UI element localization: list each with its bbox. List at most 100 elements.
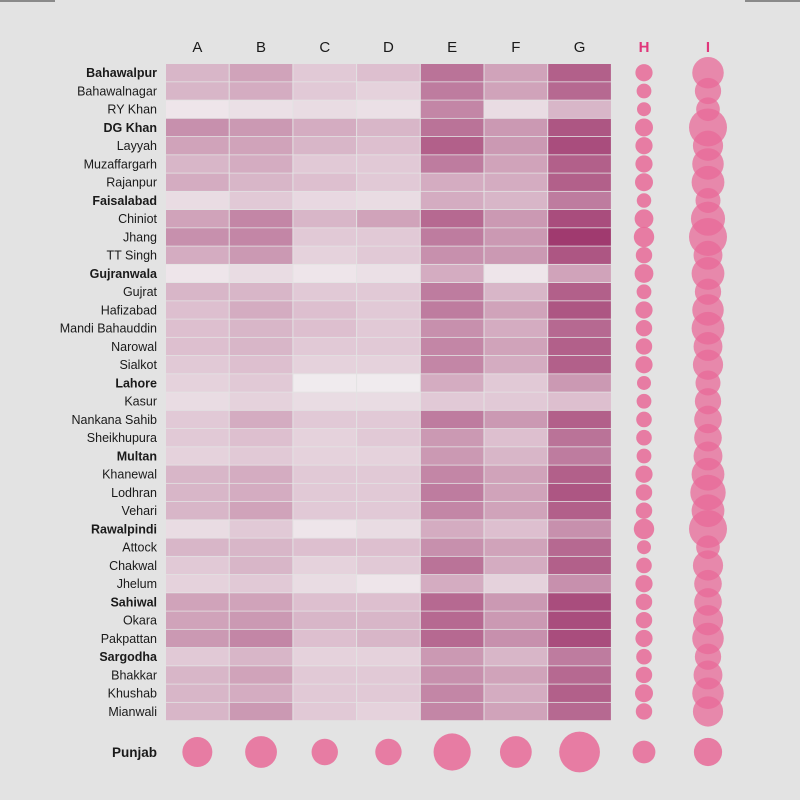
cell-chakwal-g — [548, 556, 611, 575]
summary-bubble-g — [559, 731, 600, 773]
cell-gujranwala-c — [293, 264, 357, 283]
cell-gujrat-g — [548, 283, 611, 301]
cell-sheikhupura-b — [229, 429, 293, 447]
cell-bahawalpur-e — [420, 64, 484, 82]
cell-bahawalpur-g — [548, 64, 611, 82]
cell-layyah-b — [229, 137, 293, 155]
cell-mianwali-f — [484, 702, 548, 721]
row-label-nankana-sahib: Nankana Sahib — [72, 413, 158, 427]
cell-jhelum-g — [548, 575, 611, 593]
bubble-h-rajanpur — [635, 173, 653, 192]
cell-gujrat-f — [484, 283, 548, 301]
bubble-i-mianwali — [692, 696, 724, 727]
cell-okara-b — [229, 611, 293, 629]
cell-bahawalnagar-c — [293, 82, 357, 100]
cell-multan-a — [166, 447, 229, 465]
cell-sheikhupura-e — [420, 429, 484, 447]
cell-pakpattan-d — [357, 629, 420, 648]
row-label-chakwal: Chakwal — [109, 559, 157, 573]
cell-dg-khan-c — [293, 118, 357, 137]
cell-pakpattan-e — [420, 629, 484, 648]
cell-rajanpur-f — [484, 173, 548, 191]
cell-khanewal-c — [293, 465, 357, 483]
column-header-b: B — [256, 39, 266, 56]
bubble-h-jhelum — [635, 575, 653, 593]
row-label-sahiwal: Sahiwal — [110, 595, 157, 609]
row-label-bhakkar: Bhakkar — [111, 668, 157, 682]
row-label-sargodha: Sargodha — [99, 650, 158, 664]
cell-sahiwal-f — [484, 593, 548, 611]
cell-sheikhupura-f — [484, 429, 548, 447]
cell-rajanpur-b — [229, 173, 293, 191]
cell-gujranwala-b — [229, 264, 293, 283]
cell-jhang-e — [420, 228, 484, 246]
bubble-i-rajanpur — [691, 165, 725, 199]
row-label-bahawalnagar: Bahawalnagar — [77, 84, 157, 98]
column-header-h: H — [639, 39, 650, 56]
bubble-h-gujrat — [636, 284, 652, 300]
cell-jhang-a — [166, 228, 229, 246]
cell-dg-khan-e — [420, 118, 484, 137]
cell-mianwali-b — [229, 702, 293, 721]
cell-multan-e — [420, 447, 484, 465]
cell-kasur-b — [229, 392, 293, 410]
cell-khanewal-b — [229, 465, 293, 483]
row-label-khanewal: Khanewal — [102, 468, 157, 482]
cell-chiniot-e — [420, 210, 484, 228]
cell-sialkot-g — [548, 356, 611, 374]
cell-okara-d — [357, 611, 420, 629]
bubble-h-tt-singh — [635, 247, 653, 264]
cell-lahore-a — [166, 374, 229, 392]
cell-sialkot-d — [357, 356, 420, 374]
cell-attock-a — [166, 538, 229, 556]
bubble-h-ry-khan — [637, 102, 651, 117]
cell-lahore-g — [548, 374, 611, 392]
summary-bubble-f — [499, 736, 532, 768]
cell-hafizabad-d — [357, 301, 420, 319]
cell-vehari-e — [420, 502, 484, 520]
cell-rawalpindi-f — [484, 520, 548, 538]
cell-hafizabad-a — [166, 301, 229, 319]
cell-rawalpindi-g — [548, 520, 611, 538]
cell-bahawalnagar-f — [484, 82, 548, 100]
bubble-h-bhakkar — [635, 666, 653, 684]
bubble-h-gujranwala — [634, 264, 654, 283]
row-label-multan: Multan — [117, 449, 157, 463]
cell-khushab-g — [548, 684, 611, 702]
cell-vehari-f — [484, 502, 548, 520]
cell-dg-khan-g — [548, 118, 611, 137]
cell-lodhran-e — [420, 483, 484, 502]
cell-sargodha-a — [166, 648, 229, 666]
column-header-f: F — [511, 39, 520, 56]
summary-row: Punjab — [112, 731, 723, 773]
cell-dg-khan-d — [357, 118, 420, 137]
cell-sargodha-e — [420, 648, 484, 666]
cell-kasur-c — [293, 392, 357, 410]
cell-vehari-c — [293, 502, 357, 520]
bubble-h-nankana-sahib — [636, 411, 652, 428]
cell-dg-khan-b — [229, 118, 293, 137]
cell-attock-d — [357, 538, 420, 556]
cell-gujranwala-g — [548, 264, 611, 283]
cell-muzaffargarh-b — [229, 155, 293, 173]
cell-bhakkar-g — [548, 666, 611, 684]
column-headers: A B C D E F G H I — [192, 39, 710, 56]
cell-chiniot-g — [548, 210, 611, 228]
cell-vehari-d — [357, 502, 420, 520]
row-label-jhang: Jhang — [123, 230, 157, 244]
row-label-ry-khan: RY Khan — [107, 103, 157, 117]
bubble-h-mandi-bahauddin — [635, 320, 653, 337]
cell-lahore-f — [484, 374, 548, 392]
cell-attock-g — [548, 538, 611, 556]
cell-sahiwal-b — [229, 593, 293, 611]
cell-layyah-e — [420, 137, 484, 155]
cell-nankana-sahib-b — [229, 410, 293, 429]
cell-rawalpindi-d — [357, 520, 420, 538]
cell-hafizabad-b — [229, 301, 293, 319]
cell-layyah-c — [293, 137, 357, 155]
cell-khushab-e — [420, 684, 484, 702]
cell-attock-b — [229, 538, 293, 556]
row-label-gujrat: Gujrat — [123, 285, 158, 299]
cell-okara-g — [548, 611, 611, 629]
cell-sialkot-f — [484, 356, 548, 374]
